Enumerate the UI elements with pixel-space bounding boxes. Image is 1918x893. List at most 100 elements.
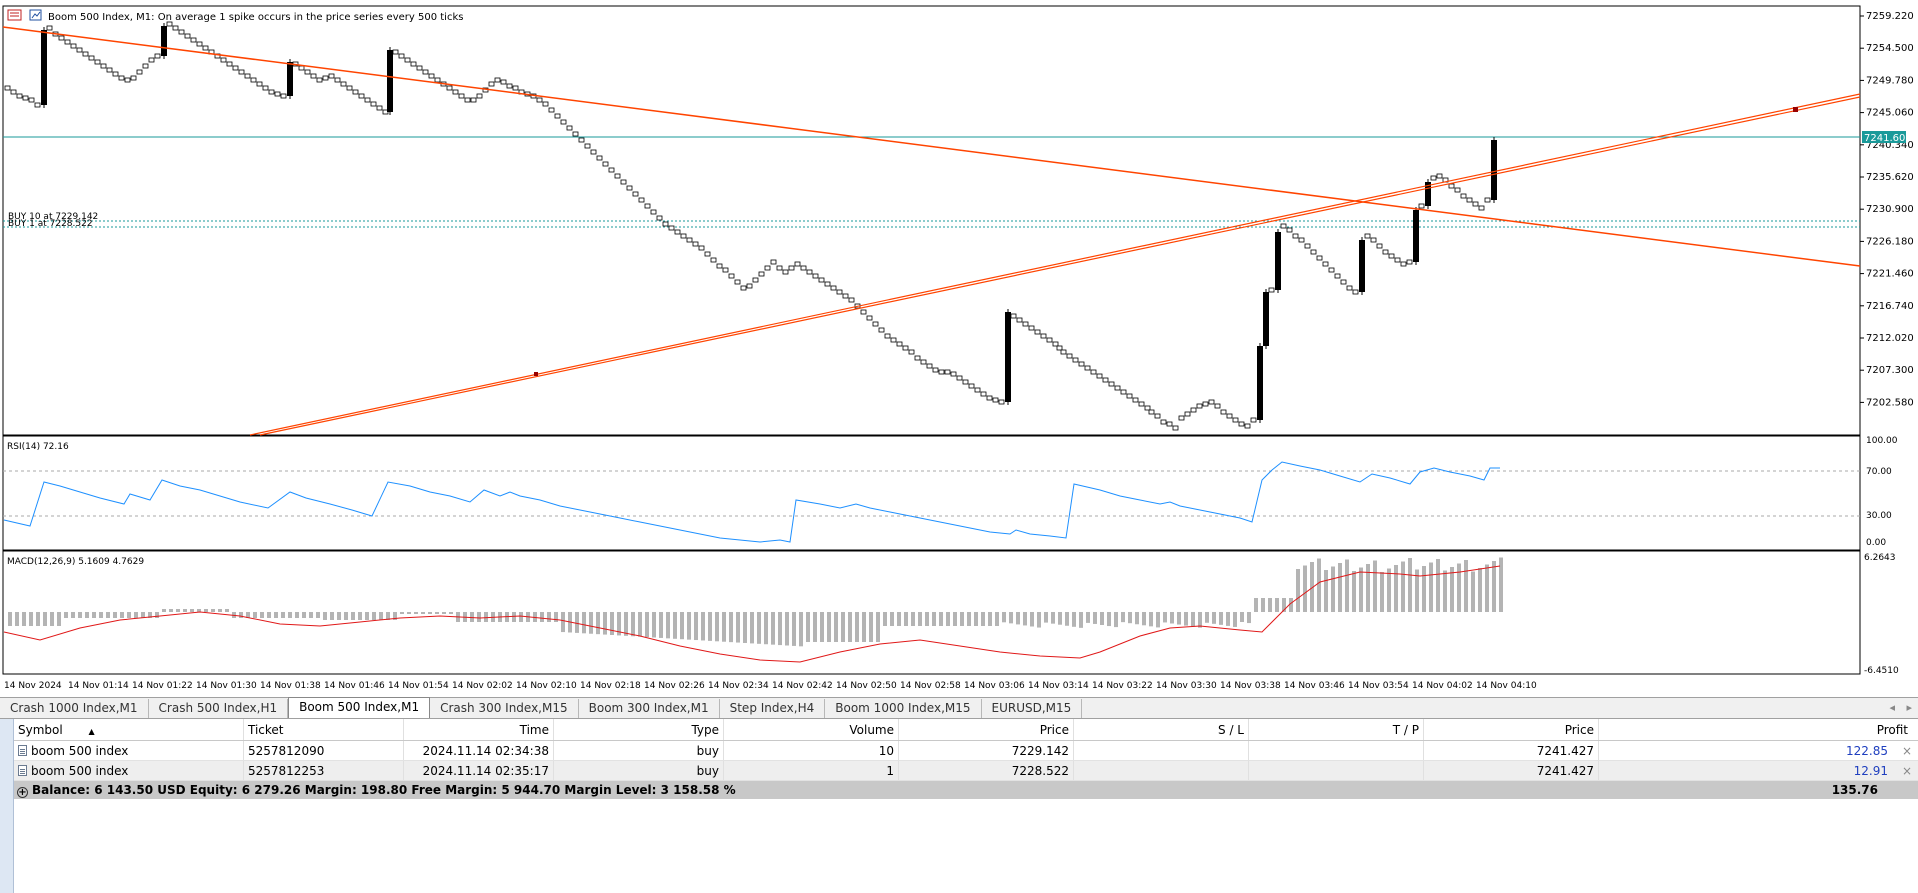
candle-bearish bbox=[1138, 401, 1145, 407]
time-label: 14 Nov 02:42 bbox=[772, 681, 833, 691]
expand-plus-icon[interactable]: + bbox=[17, 787, 28, 798]
col-tp[interactable]: T / P bbox=[1249, 719, 1424, 740]
chart-title-icons[interactable] bbox=[7, 9, 42, 21]
candle-bearish bbox=[842, 293, 849, 299]
row-sl[interactable] bbox=[1074, 761, 1249, 780]
macd-histogram-bar bbox=[820, 612, 824, 642]
candle-bearish bbox=[1322, 261, 1329, 267]
col-current-price[interactable]: Price bbox=[1424, 719, 1599, 740]
macd-histogram-bar bbox=[1107, 612, 1111, 627]
col-ticket[interactable]: Ticket bbox=[244, 719, 404, 740]
price-label: 7245.060 bbox=[1866, 108, 1914, 119]
chart-window[interactable]: 7259.220 7254.500 7249.780 7245.060 7240.340… bbox=[0, 0, 1918, 697]
macd-histogram-bar bbox=[1268, 598, 1272, 612]
candle-bearish bbox=[794, 261, 801, 267]
candle-bearish bbox=[100, 63, 107, 69]
macd-histogram-bar bbox=[1198, 612, 1202, 628]
chart-window-icon[interactable] bbox=[7, 9, 22, 21]
macd-histogram-bar bbox=[715, 612, 719, 642]
price-label: 7216.740 bbox=[1866, 301, 1914, 312]
rsi-scale-label: 70.00 bbox=[1866, 467, 1892, 477]
col-time[interactable]: Time bbox=[404, 719, 554, 740]
candle-bearish bbox=[992, 397, 999, 403]
terminal-side-strip[interactable] bbox=[0, 719, 14, 893]
rsi-pane[interactable] bbox=[2, 435, 1861, 551]
macd-histogram-bar bbox=[386, 612, 390, 620]
close-position-icon[interactable]: × bbox=[1901, 764, 1912, 778]
candle-bearish bbox=[1148, 409, 1155, 415]
candle-bearish bbox=[274, 91, 281, 97]
col-sl[interactable]: S / L bbox=[1074, 719, 1249, 740]
tab-boom-500[interactable]: Boom 500 Index,M1 bbox=[288, 697, 431, 718]
tab-crash-1000[interactable]: Crash 1000 Index,M1 bbox=[0, 699, 149, 718]
trendline-anchor-2[interactable] bbox=[1793, 107, 1798, 112]
col-type[interactable]: Type bbox=[554, 719, 724, 740]
candle-bearish bbox=[238, 69, 245, 75]
candle-bearish bbox=[88, 55, 95, 61]
candle-bearish bbox=[488, 81, 495, 87]
candle-bearish bbox=[1244, 423, 1251, 429]
candle-bearish bbox=[1418, 203, 1425, 209]
macd-histogram-bar bbox=[932, 612, 936, 626]
macd-histogram-bar bbox=[995, 612, 999, 626]
candle-bearish bbox=[1286, 227, 1293, 233]
macd-histogram-bar bbox=[1009, 612, 1013, 624]
row-tp[interactable] bbox=[1249, 761, 1424, 780]
tab-boom-300[interactable]: Boom 300 Index,M1 bbox=[579, 699, 720, 718]
candle-bearish bbox=[1376, 243, 1383, 249]
time-label: 14 Nov 02:10 bbox=[516, 681, 577, 691]
time-label: 14 Nov 02:34 bbox=[708, 681, 769, 691]
macd-histogram-bar bbox=[1373, 560, 1377, 612]
macd-histogram-bar bbox=[141, 612, 145, 618]
candle-bearish bbox=[328, 73, 335, 79]
col-symbol[interactable]: Symbol ▲ bbox=[14, 719, 244, 740]
trendline-descending[interactable] bbox=[2, 26, 1861, 267]
table-row[interactable]: boom 500 index 5257812253 2024.11.14 02:… bbox=[14, 761, 1918, 781]
col-price[interactable]: Price bbox=[899, 719, 1074, 740]
tab-step-index[interactable]: Step Index,H4 bbox=[720, 699, 826, 718]
macd-histogram-bar bbox=[1072, 612, 1076, 627]
macd-histogram-bar bbox=[8, 612, 12, 626]
col-profit[interactable]: Profit bbox=[1876, 723, 1908, 737]
tab-eurusd[interactable]: EURUSD,M15 bbox=[982, 699, 1083, 718]
candle-bearish bbox=[974, 387, 981, 393]
trendline-anchor-1[interactable] bbox=[534, 372, 538, 376]
total-profit: 135.76 bbox=[1831, 783, 1878, 797]
candle-bearish bbox=[1298, 237, 1305, 243]
candle-bearish bbox=[1178, 415, 1185, 421]
chart-title: Boom 500 Index, M1: On average 1 spike o… bbox=[48, 12, 463, 23]
candle-bearish bbox=[70, 43, 77, 49]
macd-histogram-bar bbox=[645, 612, 649, 638]
candle-bearish bbox=[644, 203, 651, 209]
tab-scroll-right-icon[interactable]: ▸ bbox=[1906, 701, 1912, 714]
candle-bearish bbox=[1166, 421, 1173, 427]
time-label: 14 Nov 03:38 bbox=[1220, 681, 1281, 691]
macd-histogram-bar bbox=[925, 612, 929, 626]
candle-bearish bbox=[920, 359, 927, 365]
candle-bearish bbox=[596, 155, 603, 161]
row-tp[interactable] bbox=[1249, 741, 1424, 760]
price-label: 7212.020 bbox=[1866, 333, 1914, 344]
tab-scroll-left-icon[interactable]: ◂ bbox=[1889, 701, 1895, 714]
time-label: 14 Nov 01:38 bbox=[260, 681, 321, 691]
candle-bearish bbox=[1132, 397, 1139, 403]
macd-histogram-bar bbox=[1184, 612, 1188, 626]
macd-histogram-bar bbox=[876, 612, 880, 642]
candle-bearish bbox=[938, 369, 945, 375]
candle-bearish bbox=[698, 245, 705, 251]
row-sl[interactable] bbox=[1074, 741, 1249, 760]
col-volume[interactable]: Volume bbox=[724, 719, 899, 740]
macd-histogram-bar bbox=[1303, 565, 1307, 612]
candle-bearish bbox=[334, 77, 341, 83]
tab-crash-300[interactable]: Crash 300 Index,M15 bbox=[430, 699, 579, 718]
trendline-ascending-a[interactable] bbox=[249, 93, 1861, 436]
chart-canvas[interactable]: 7259.220 7254.500 7249.780 7245.060 7240.340… bbox=[0, 0, 1918, 697]
tab-crash-500[interactable]: Crash 500 Index,H1 bbox=[149, 699, 289, 718]
rsi-scale-label: 100.00 bbox=[1866, 436, 1898, 446]
tab-boom-1000[interactable]: Boom 1000 Index,M15 bbox=[825, 699, 982, 718]
table-row[interactable]: boom 500 index 5257812090 2024.11.14 02:… bbox=[14, 741, 1918, 761]
candle-bearish bbox=[1238, 421, 1245, 427]
close-position-icon[interactable]: × bbox=[1901, 744, 1912, 758]
row-time: 2024.11.14 02:34:38 bbox=[404, 741, 554, 760]
trendline-ascending-b[interactable] bbox=[259, 96, 1861, 436]
